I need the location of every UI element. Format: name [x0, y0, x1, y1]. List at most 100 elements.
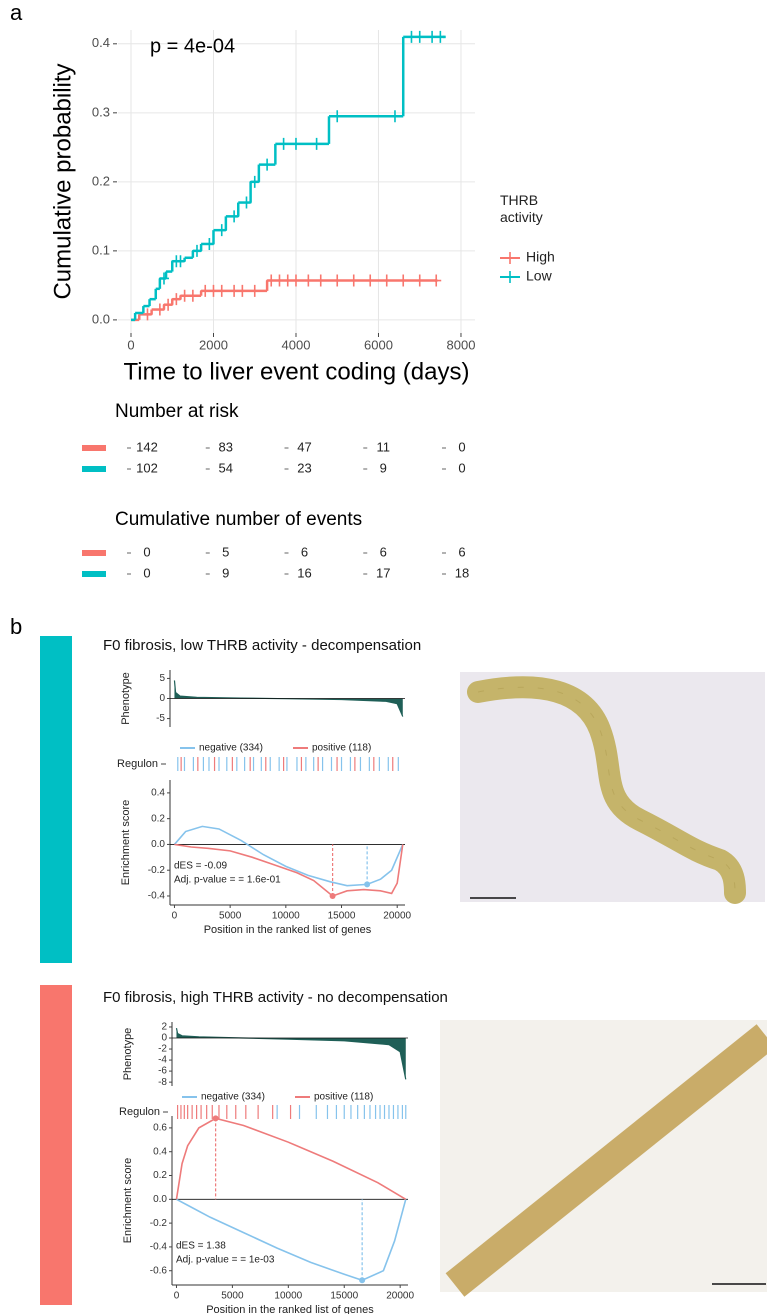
peak-point	[330, 893, 336, 899]
table-value: 17	[376, 565, 390, 580]
y-tick-label: 0.4	[151, 788, 165, 799]
table-value: 11	[377, 439, 391, 454]
peak-point	[359, 1277, 365, 1283]
y-tick-label: -0.2	[148, 865, 166, 876]
phenotype-line	[176, 1028, 405, 1079]
censor-mark	[398, 275, 408, 287]
table-value: 102	[136, 460, 158, 475]
y-tick-label: -0.4	[150, 1242, 168, 1253]
y-axis-label: Phenotype	[122, 1028, 134, 1081]
table-value: 0	[143, 544, 150, 559]
y-tick-label: 0.2	[151, 813, 165, 824]
y-tick-label: -2	[158, 1044, 167, 1055]
table-value: 9	[222, 565, 229, 580]
censor-mark	[332, 110, 342, 122]
y-tick-label: -0.6	[150, 1265, 168, 1276]
barcode-label: Regulon	[117, 758, 158, 770]
y-tick-label: 0.4	[92, 35, 110, 50]
x-tick-label: 15000	[330, 1291, 358, 1302]
y-tick-label: 0	[161, 1033, 167, 1044]
table-swatch	[82, 466, 106, 472]
table-value: 0	[143, 565, 150, 580]
censor-mark	[415, 275, 425, 287]
table-value: 6	[380, 544, 387, 559]
x-tick-label: 5000	[219, 911, 242, 922]
y-tick-label: 0.1	[92, 242, 110, 257]
y-tick-label: -5	[156, 713, 165, 724]
annotation: dES = -0.09	[174, 861, 228, 872]
table-title: Number at risk	[115, 401, 239, 422]
table-value: 23	[297, 460, 311, 475]
table-value: 16	[297, 565, 311, 580]
y-tick-label: -0.4	[148, 891, 166, 902]
panel-label: a	[10, 0, 23, 25]
y-tick-label: -6	[158, 1066, 167, 1077]
table-swatch	[82, 550, 106, 556]
x-tick-label: 15000	[328, 911, 356, 922]
censor-mark	[217, 285, 227, 297]
legend-label: negative (334)	[199, 743, 263, 754]
censor-mark	[262, 159, 272, 171]
annotation: dES = 1.38	[176, 1241, 226, 1252]
table-value: 5	[222, 544, 229, 559]
table-value: 47	[297, 439, 311, 454]
y-tick-label: -0.2	[150, 1218, 168, 1229]
y-tick-label: 0.0	[151, 839, 165, 850]
legend-label: positive (118)	[314, 1092, 373, 1103]
legend-label: Low	[526, 268, 553, 284]
page: {"chart_data": [ {"type": "step", "panel…	[0, 0, 767, 1314]
censor-mark	[415, 31, 425, 43]
censor-mark	[250, 285, 260, 297]
table-value: 6	[301, 544, 308, 559]
table-title: Cumulative number of events	[115, 509, 362, 530]
side-bar	[40, 636, 72, 963]
y-tick-label: 5	[159, 673, 165, 684]
x-tick-label: 0	[172, 911, 178, 922]
censor-mark	[431, 275, 441, 287]
censor-mark	[382, 275, 392, 287]
y-tick-label: 0.2	[153, 1170, 167, 1181]
chart-title: F0 fibrosis, high THRB activity - no dec…	[103, 989, 448, 1006]
x-axis-label: Position in the ranked list of genes	[206, 1304, 374, 1314]
panel-label: b	[10, 614, 22, 639]
table-value: 54	[219, 460, 233, 475]
x-tick-label: 0	[127, 337, 134, 352]
censor-mark	[237, 285, 247, 297]
barcode-label: Regulon	[119, 1106, 160, 1118]
y-tick-label: 0	[159, 693, 165, 704]
table-value: 0	[458, 439, 465, 454]
table-value: 18	[455, 565, 469, 580]
x-tick-label: 8000	[447, 337, 476, 352]
y-tick-label: -8	[158, 1077, 167, 1088]
annotation: Adj. p-value = = 1.6e-01	[174, 875, 281, 886]
y-tick-label: 0.6	[153, 1123, 167, 1134]
y-tick-label: 0.2	[92, 173, 110, 188]
y-tick-label: 2	[161, 1022, 167, 1033]
y-axis-label: Enrichment score	[120, 800, 132, 886]
legend-label: negative (334)	[201, 1092, 265, 1103]
y-tick-label: -4	[158, 1055, 167, 1066]
enrichment-curve	[176, 1118, 405, 1199]
y-axis-label: Cumulative probability	[49, 63, 76, 299]
x-tick-label: 10000	[274, 1291, 302, 1302]
censor-mark	[365, 275, 375, 287]
x-tick-label: 4000	[282, 337, 311, 352]
censor-mark	[291, 275, 301, 287]
phenotype-fill	[176, 1028, 405, 1079]
y-tick-label: 0.0	[153, 1194, 167, 1205]
legend-label: positive (118)	[312, 743, 371, 754]
censor-mark	[332, 275, 342, 287]
censor-mark	[316, 275, 326, 287]
y-tick-label: 0.0	[92, 311, 110, 326]
table-swatch	[82, 571, 106, 577]
table-swatch	[82, 445, 106, 451]
y-axis-label: Phenotype	[120, 672, 132, 725]
peak-point	[213, 1115, 219, 1121]
x-tick-label: 10000	[272, 911, 300, 922]
table-value: 0	[458, 460, 465, 475]
y-tick-label: 0.3	[92, 104, 110, 119]
censor-mark	[435, 31, 445, 43]
table-value: 83	[219, 439, 233, 454]
legend-title: THRB activity	[500, 192, 562, 226]
censor-mark	[303, 275, 313, 287]
